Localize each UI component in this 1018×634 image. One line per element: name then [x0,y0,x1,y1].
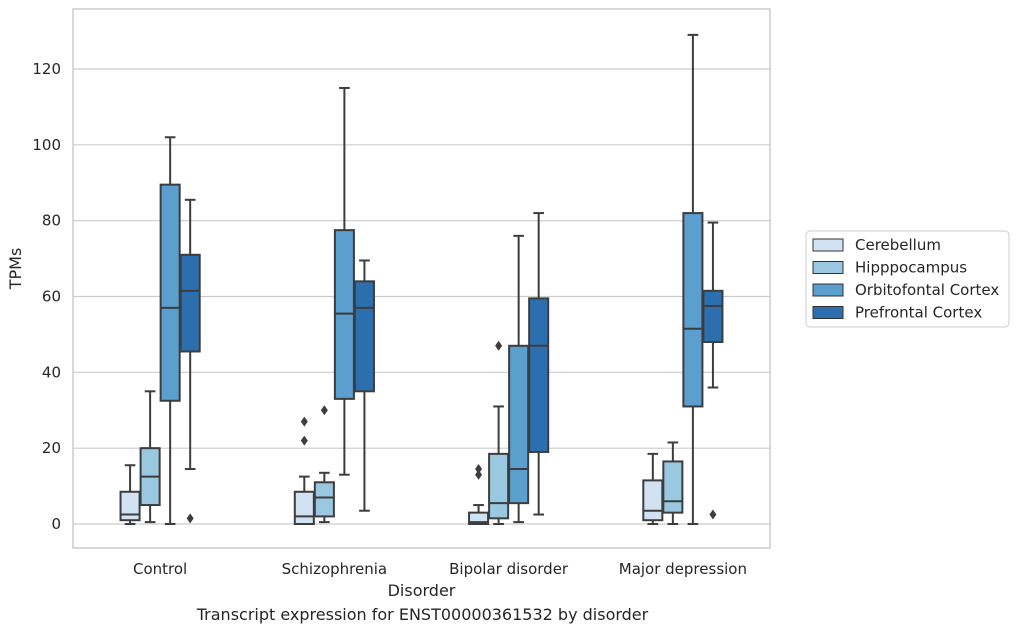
box-cerebellum [119,490,141,522]
plot-frame [72,8,771,549]
legend-label: Prefrontal Cortex [855,304,982,322]
legend-label: Hipppocampus [855,259,967,277]
x-axis-label: Disorder [388,581,456,600]
x-tick-label: Major depression [619,560,747,578]
y-tick-label: 0 [51,515,61,533]
y-tick-label: 80 [42,212,61,230]
outlier-point [186,513,194,524]
legend-swatch [812,283,844,297]
legend [805,230,1010,328]
x-tick-label: Control [133,560,187,578]
y-tick-label: 60 [42,288,61,306]
box-orbitofontal-cortex [682,212,704,408]
legend-swatch [812,261,844,274]
outlier-point [300,435,308,446]
box-cerebellum [468,511,490,525]
box-prefrontal-cortex [528,297,550,453]
y-axis-label: TPMs [6,248,25,291]
box-hipppocampus [488,452,510,520]
legend-label: Cerebellum [855,236,941,254]
box-hipppocampus [662,460,684,514]
box-orbitofontal-cortex [508,344,530,505]
y-tick-label: 120 [32,60,61,78]
outlier-point [709,509,717,520]
box-cerebellum [293,490,315,526]
legend-swatch [812,306,844,319]
outlier-point [320,405,328,416]
figure-caption: Transcript expression for ENST0000036153… [196,605,649,624]
y-tick-label: 40 [42,363,61,381]
y-tick-label: 100 [32,136,61,154]
box-hipppocampus [313,481,335,518]
box-prefrontal-cortex [353,280,375,393]
legend-swatch [812,238,844,252]
box-orbitofontal-cortex [159,183,181,402]
box-prefrontal-cortex [179,253,201,353]
y-tick-label: 20 [42,439,61,457]
box-cerebellum [642,479,664,522]
legend-label: Orbitofontal Cortex [855,281,999,299]
outlier-point [495,340,503,351]
x-tick-label: Bipolar disorder [449,560,569,578]
box-prefrontal-cortex [702,289,724,343]
outlier-point [475,464,483,475]
x-tick-label: Schizophrenia [282,560,387,578]
outlier-point [300,416,308,427]
outlier-point [475,469,483,480]
